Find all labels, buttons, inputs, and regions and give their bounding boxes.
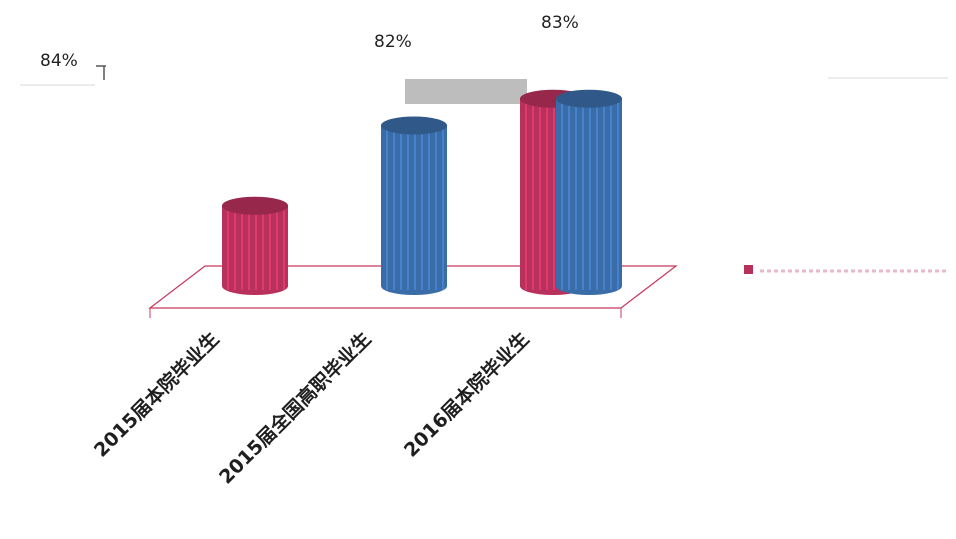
- category-label-3: 2016届本院毕业生: [399, 327, 533, 461]
- bars-layer: [222, 89, 622, 295]
- legend: [744, 265, 946, 274]
- bar-1-series-1-base: [222, 277, 288, 295]
- bar-1-series-1-cap: [222, 196, 288, 215]
- value-label-2: 82%: [374, 32, 412, 52]
- connector-band: [405, 79, 527, 104]
- bar-1-series-1-body: [222, 205, 288, 286]
- bar-3-series-2-body: [556, 98, 622, 286]
- y-axis-top-label: 84%: [40, 51, 78, 71]
- legend-swatch: [744, 265, 753, 274]
- bar-3-series-2-cap: [556, 89, 622, 108]
- bar-3-series-2-base: [556, 277, 622, 295]
- bar-2-series-2: [381, 116, 447, 295]
- value-label-3: 83%: [541, 13, 579, 33]
- bar-2-series-2-cap: [381, 116, 447, 135]
- bar-2-series-2-base: [381, 277, 447, 295]
- category-label-2: 2015届全国高职毕业生: [214, 327, 375, 488]
- bar-1-series-1: [222, 196, 288, 295]
- category-label-1: 2015届本院毕业生: [89, 327, 223, 461]
- y-axis: 84%: [40, 51, 106, 80]
- bar-2-series-2-body: [381, 125, 447, 286]
- bar-3-series-2: [556, 89, 622, 295]
- value-labels-layer: 82% 83%: [374, 13, 579, 52]
